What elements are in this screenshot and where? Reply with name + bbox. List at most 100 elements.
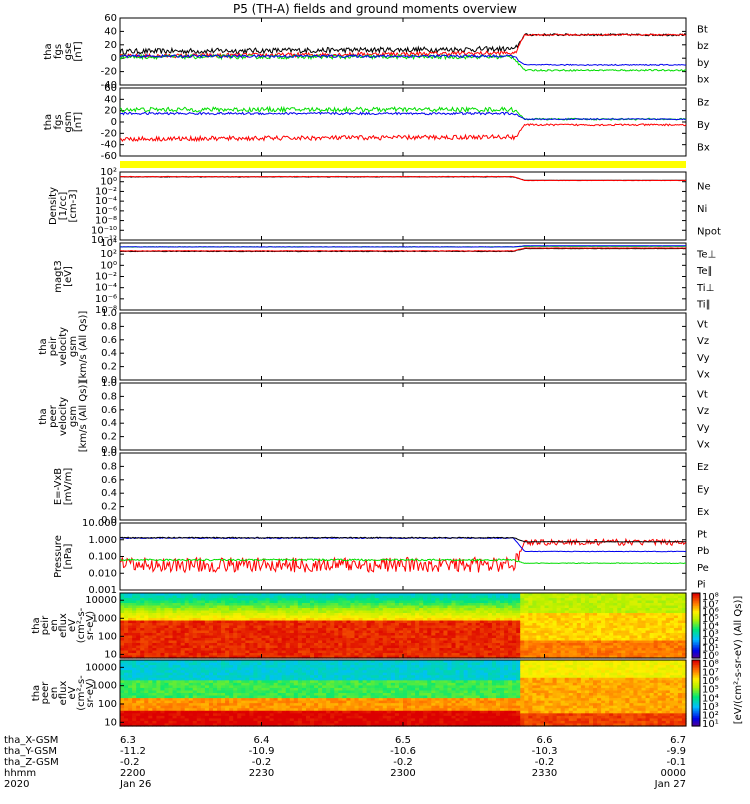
ytick-efield-1: 0.8	[101, 461, 117, 472]
ytick-temperature-2: 10⁰	[100, 260, 117, 271]
frame-density	[120, 172, 686, 240]
ytick-peir-velocity-2: 0.6	[101, 335, 117, 346]
ytick-efield-4: 0.2	[101, 502, 117, 513]
ylabel-peer-velocity-4: [km/s (All Qs)]	[78, 381, 89, 453]
panel-peer-spectrogram: thapeerenefluxeV(cm²-s-sr-eV)10000100010…	[31, 659, 719, 730]
ytick-peir-spectrogram-3: 10	[104, 649, 117, 660]
legend-fgs-gse-2: by	[697, 58, 709, 69]
ylabel-fgs-gsm-3: [nT]	[73, 112, 84, 132]
series-line-fgs-gse-0	[120, 34, 686, 54]
ytick-fgs-gse-4: -20	[101, 67, 117, 78]
frame-peir-velocity	[120, 313, 686, 380]
ytick-peir-spectrogram-0: 10000	[85, 595, 117, 606]
legend-efield-1: Ey	[697, 485, 709, 496]
ytick-fgs-gsm-3: 0	[111, 117, 117, 128]
frame-fgs-gsm	[120, 88, 686, 156]
legend-peer-velocity-1: Vz	[697, 406, 709, 417]
series-line-pressure-2	[120, 538, 686, 552]
ytick-fgs-gsm-4: -20	[101, 128, 117, 139]
legend-temperature-2: Ti⊥	[696, 283, 714, 294]
ytick-peer-velocity-1: 0.8	[101, 391, 117, 402]
plot-title: P5 (TH-A) fields and ground moments over…	[233, 2, 517, 16]
series-line-fgs-gse-2	[120, 55, 686, 71]
ytick-fgs-gsm-6: -60	[101, 151, 117, 162]
legend-temperature-0: Te⊥	[696, 249, 716, 260]
series-line-fgs-gse-1	[120, 34, 686, 58]
ylabel-peir-velocity-4: [km/s (All Qs)]	[78, 311, 89, 383]
series-line-pressure-0	[120, 539, 686, 572]
ytick-temperature-0: 10⁴	[100, 238, 117, 249]
ytick-pressure-0: 10.000	[82, 518, 117, 529]
legend-peer-velocity-0: Vt	[697, 389, 708, 400]
colorbar-label: [eV/(cm²-s-sr-eV) (All Qs)]	[733, 596, 744, 725]
legend-peer-velocity-2: Vy	[697, 423, 710, 434]
legend-pressure-0: Pt	[697, 529, 707, 540]
legend-pressure-3: Pi	[697, 580, 706, 591]
panel-density: Density[1/cc][cm-3]10²10⁰10⁻²10⁻⁴10⁻⁶10⁻…	[48, 167, 721, 246]
panel-temperature: magt3[eV]10⁴10²10⁰10⁻²10⁻⁴10⁻⁶10⁻⁸Te⊥Te∥…	[53, 238, 716, 316]
frame-peer-velocity	[120, 383, 686, 450]
status-bar	[120, 161, 686, 168]
legend-density-1: Ni	[697, 204, 707, 215]
ylabel-pressure-1: [nPa]	[63, 543, 74, 569]
ytick-fgs-gse-2: 20	[104, 40, 117, 51]
ytick-temperature-5: 10⁻⁶	[95, 294, 117, 305]
frame-pressure	[120, 523, 686, 590]
ytick-efield-2: 0.6	[101, 475, 117, 486]
ytick-temperature-1: 10²	[100, 249, 117, 260]
ytick-efield-3: 0.4	[101, 488, 117, 499]
legend-density-0: Ne	[697, 181, 711, 192]
panel-pressure: Pressure[nPa]10.0001.0000.1000.0100.001P…	[53, 518, 709, 596]
legend-efield-0: Ez	[697, 462, 709, 473]
legend-temperature-1: Te∥	[696, 266, 713, 277]
ytick-peir-velocity-3: 0.4	[101, 348, 117, 359]
legend-temperature-3: Ti∥	[696, 300, 711, 311]
series-line-density-0	[120, 177, 686, 181]
ytick-fgs-gsm-1: 40	[104, 94, 117, 105]
ytick-fgs-gsm-5: -40	[101, 140, 117, 151]
legend-fgs-gse-1: bz	[697, 41, 709, 52]
ytick-fgs-gsm-0: 60	[104, 83, 117, 94]
ytick-peer-velocity-2: 0.6	[101, 405, 117, 416]
legend-fgs-gse-0: Bt	[697, 24, 708, 35]
frame-temperature	[120, 243, 686, 310]
legend-fgs-gsm-0: Bz	[697, 97, 709, 108]
series-line-fgs-gsm-2	[120, 124, 686, 141]
ytick-peer-velocity-0: 1.0	[101, 378, 117, 389]
ytick-peir-spectrogram-2: 100	[98, 631, 117, 642]
legend-fgs-gsm-2: Bx	[697, 143, 710, 154]
ylabel-fgs-gse-3: [nT]	[73, 41, 84, 61]
series-line-pressure-1	[120, 559, 686, 564]
legend-peir-velocity-0: Vt	[697, 319, 708, 330]
frame-efield	[120, 453, 686, 520]
ytick-peir-spectrogram-1: 1000	[92, 613, 117, 624]
ytick-peir-velocity-0: 1.0	[101, 308, 117, 319]
legend-density-2: Npot	[697, 227, 721, 238]
ytick-peir-velocity-1: 0.8	[101, 321, 117, 332]
ytick-fgs-gse-3: 0	[111, 53, 117, 64]
legend-efield-2: Ex	[697, 507, 709, 518]
ytick-peer-velocity-4: 0.2	[101, 432, 117, 443]
legend-pressure-2: Pe	[697, 563, 709, 574]
legend-peir-velocity-2: Vy	[697, 353, 710, 364]
ylabel-temperature-1: [eV]	[63, 266, 74, 287]
ytick-pressure-1: 1.000	[88, 535, 117, 546]
legend-peir-velocity-1: Vz	[697, 336, 709, 347]
legend-peer-velocity-3: Vx	[697, 440, 710, 451]
legend-pressure-1: Pb	[697, 546, 709, 557]
legend-fgs-gse-3: bx	[697, 75, 709, 86]
ytick-pressure-3: 0.010	[88, 568, 117, 579]
ytick-pressure-2: 0.100	[88, 552, 117, 563]
ytick-peer-velocity-3: 0.4	[101, 418, 117, 429]
ylabel-efield-1: [mV/m]	[63, 468, 74, 506]
legend-fgs-gsm-1: By	[697, 120, 710, 131]
series-line-pressure-3	[120, 537, 686, 542]
